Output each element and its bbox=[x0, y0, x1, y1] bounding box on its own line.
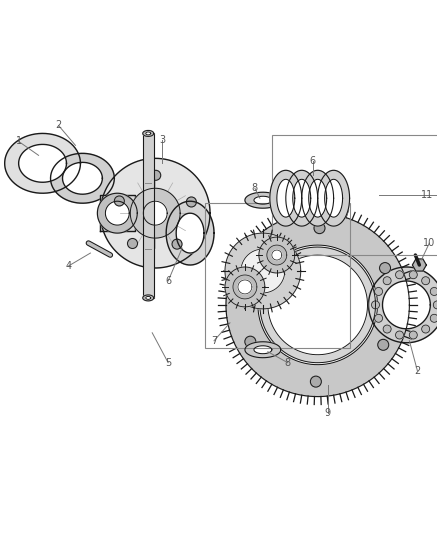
Polygon shape bbox=[382, 281, 430, 329]
Polygon shape bbox=[245, 342, 281, 358]
Circle shape bbox=[314, 223, 325, 233]
Circle shape bbox=[127, 238, 138, 248]
Circle shape bbox=[311, 376, 321, 387]
Circle shape bbox=[422, 325, 430, 333]
Polygon shape bbox=[241, 249, 285, 293]
Circle shape bbox=[422, 277, 430, 285]
Text: 2: 2 bbox=[414, 366, 420, 376]
Text: 1: 1 bbox=[16, 136, 22, 147]
Circle shape bbox=[151, 171, 161, 180]
Polygon shape bbox=[146, 132, 151, 135]
Circle shape bbox=[383, 325, 391, 333]
Polygon shape bbox=[268, 255, 367, 355]
Circle shape bbox=[378, 340, 389, 350]
Circle shape bbox=[371, 301, 379, 309]
Polygon shape bbox=[226, 213, 410, 397]
Circle shape bbox=[380, 263, 391, 273]
Polygon shape bbox=[19, 144, 67, 182]
Polygon shape bbox=[272, 250, 282, 260]
Polygon shape bbox=[143, 295, 154, 301]
Polygon shape bbox=[97, 193, 137, 233]
Polygon shape bbox=[259, 237, 295, 273]
Circle shape bbox=[187, 197, 196, 207]
Circle shape bbox=[245, 336, 256, 347]
Polygon shape bbox=[225, 233, 301, 309]
Text: 9: 9 bbox=[325, 408, 331, 417]
Circle shape bbox=[396, 271, 403, 279]
Bar bbox=[272, 135, 438, 255]
Circle shape bbox=[374, 287, 382, 295]
Polygon shape bbox=[277, 179, 295, 217]
Polygon shape bbox=[143, 201, 167, 225]
Polygon shape bbox=[63, 163, 102, 194]
Polygon shape bbox=[106, 201, 129, 225]
Polygon shape bbox=[302, 171, 334, 226]
Polygon shape bbox=[293, 179, 311, 217]
Polygon shape bbox=[100, 195, 135, 231]
Polygon shape bbox=[143, 131, 154, 136]
Text: 6: 6 bbox=[165, 276, 171, 286]
Polygon shape bbox=[5, 133, 81, 193]
Polygon shape bbox=[286, 171, 318, 226]
Circle shape bbox=[430, 314, 438, 322]
Polygon shape bbox=[130, 188, 180, 238]
Text: 8: 8 bbox=[285, 358, 291, 368]
Text: 7: 7 bbox=[211, 336, 217, 346]
Text: 10: 10 bbox=[423, 238, 435, 248]
Polygon shape bbox=[225, 267, 265, 307]
Polygon shape bbox=[267, 245, 287, 265]
Text: 4: 4 bbox=[65, 261, 71, 271]
Text: 2: 2 bbox=[55, 120, 62, 131]
Text: 3: 3 bbox=[159, 135, 165, 146]
Polygon shape bbox=[100, 158, 210, 268]
Polygon shape bbox=[238, 280, 252, 294]
Circle shape bbox=[114, 196, 124, 206]
Polygon shape bbox=[270, 171, 302, 226]
Text: 8: 8 bbox=[252, 183, 258, 193]
Circle shape bbox=[383, 277, 391, 285]
Polygon shape bbox=[318, 171, 350, 226]
Polygon shape bbox=[309, 179, 327, 217]
Polygon shape bbox=[413, 259, 426, 271]
Polygon shape bbox=[254, 346, 272, 354]
Polygon shape bbox=[146, 296, 151, 300]
Polygon shape bbox=[245, 192, 281, 208]
Polygon shape bbox=[260, 247, 375, 362]
Text: 6: 6 bbox=[310, 156, 316, 166]
Circle shape bbox=[430, 287, 438, 295]
Polygon shape bbox=[166, 201, 214, 265]
Text: 5: 5 bbox=[165, 358, 171, 368]
Text: 11: 11 bbox=[421, 190, 434, 200]
Circle shape bbox=[172, 239, 182, 249]
Polygon shape bbox=[176, 213, 204, 253]
Circle shape bbox=[433, 301, 438, 309]
Circle shape bbox=[409, 271, 417, 279]
Polygon shape bbox=[254, 196, 272, 204]
Circle shape bbox=[374, 314, 382, 322]
Bar bbox=[205, 203, 350, 348]
Circle shape bbox=[247, 260, 258, 270]
Polygon shape bbox=[50, 154, 114, 203]
Circle shape bbox=[409, 331, 417, 339]
Polygon shape bbox=[233, 275, 257, 299]
Polygon shape bbox=[325, 179, 343, 217]
Polygon shape bbox=[368, 267, 438, 343]
Polygon shape bbox=[258, 245, 378, 365]
Circle shape bbox=[396, 331, 403, 339]
Bar bbox=[143, 133, 154, 298]
